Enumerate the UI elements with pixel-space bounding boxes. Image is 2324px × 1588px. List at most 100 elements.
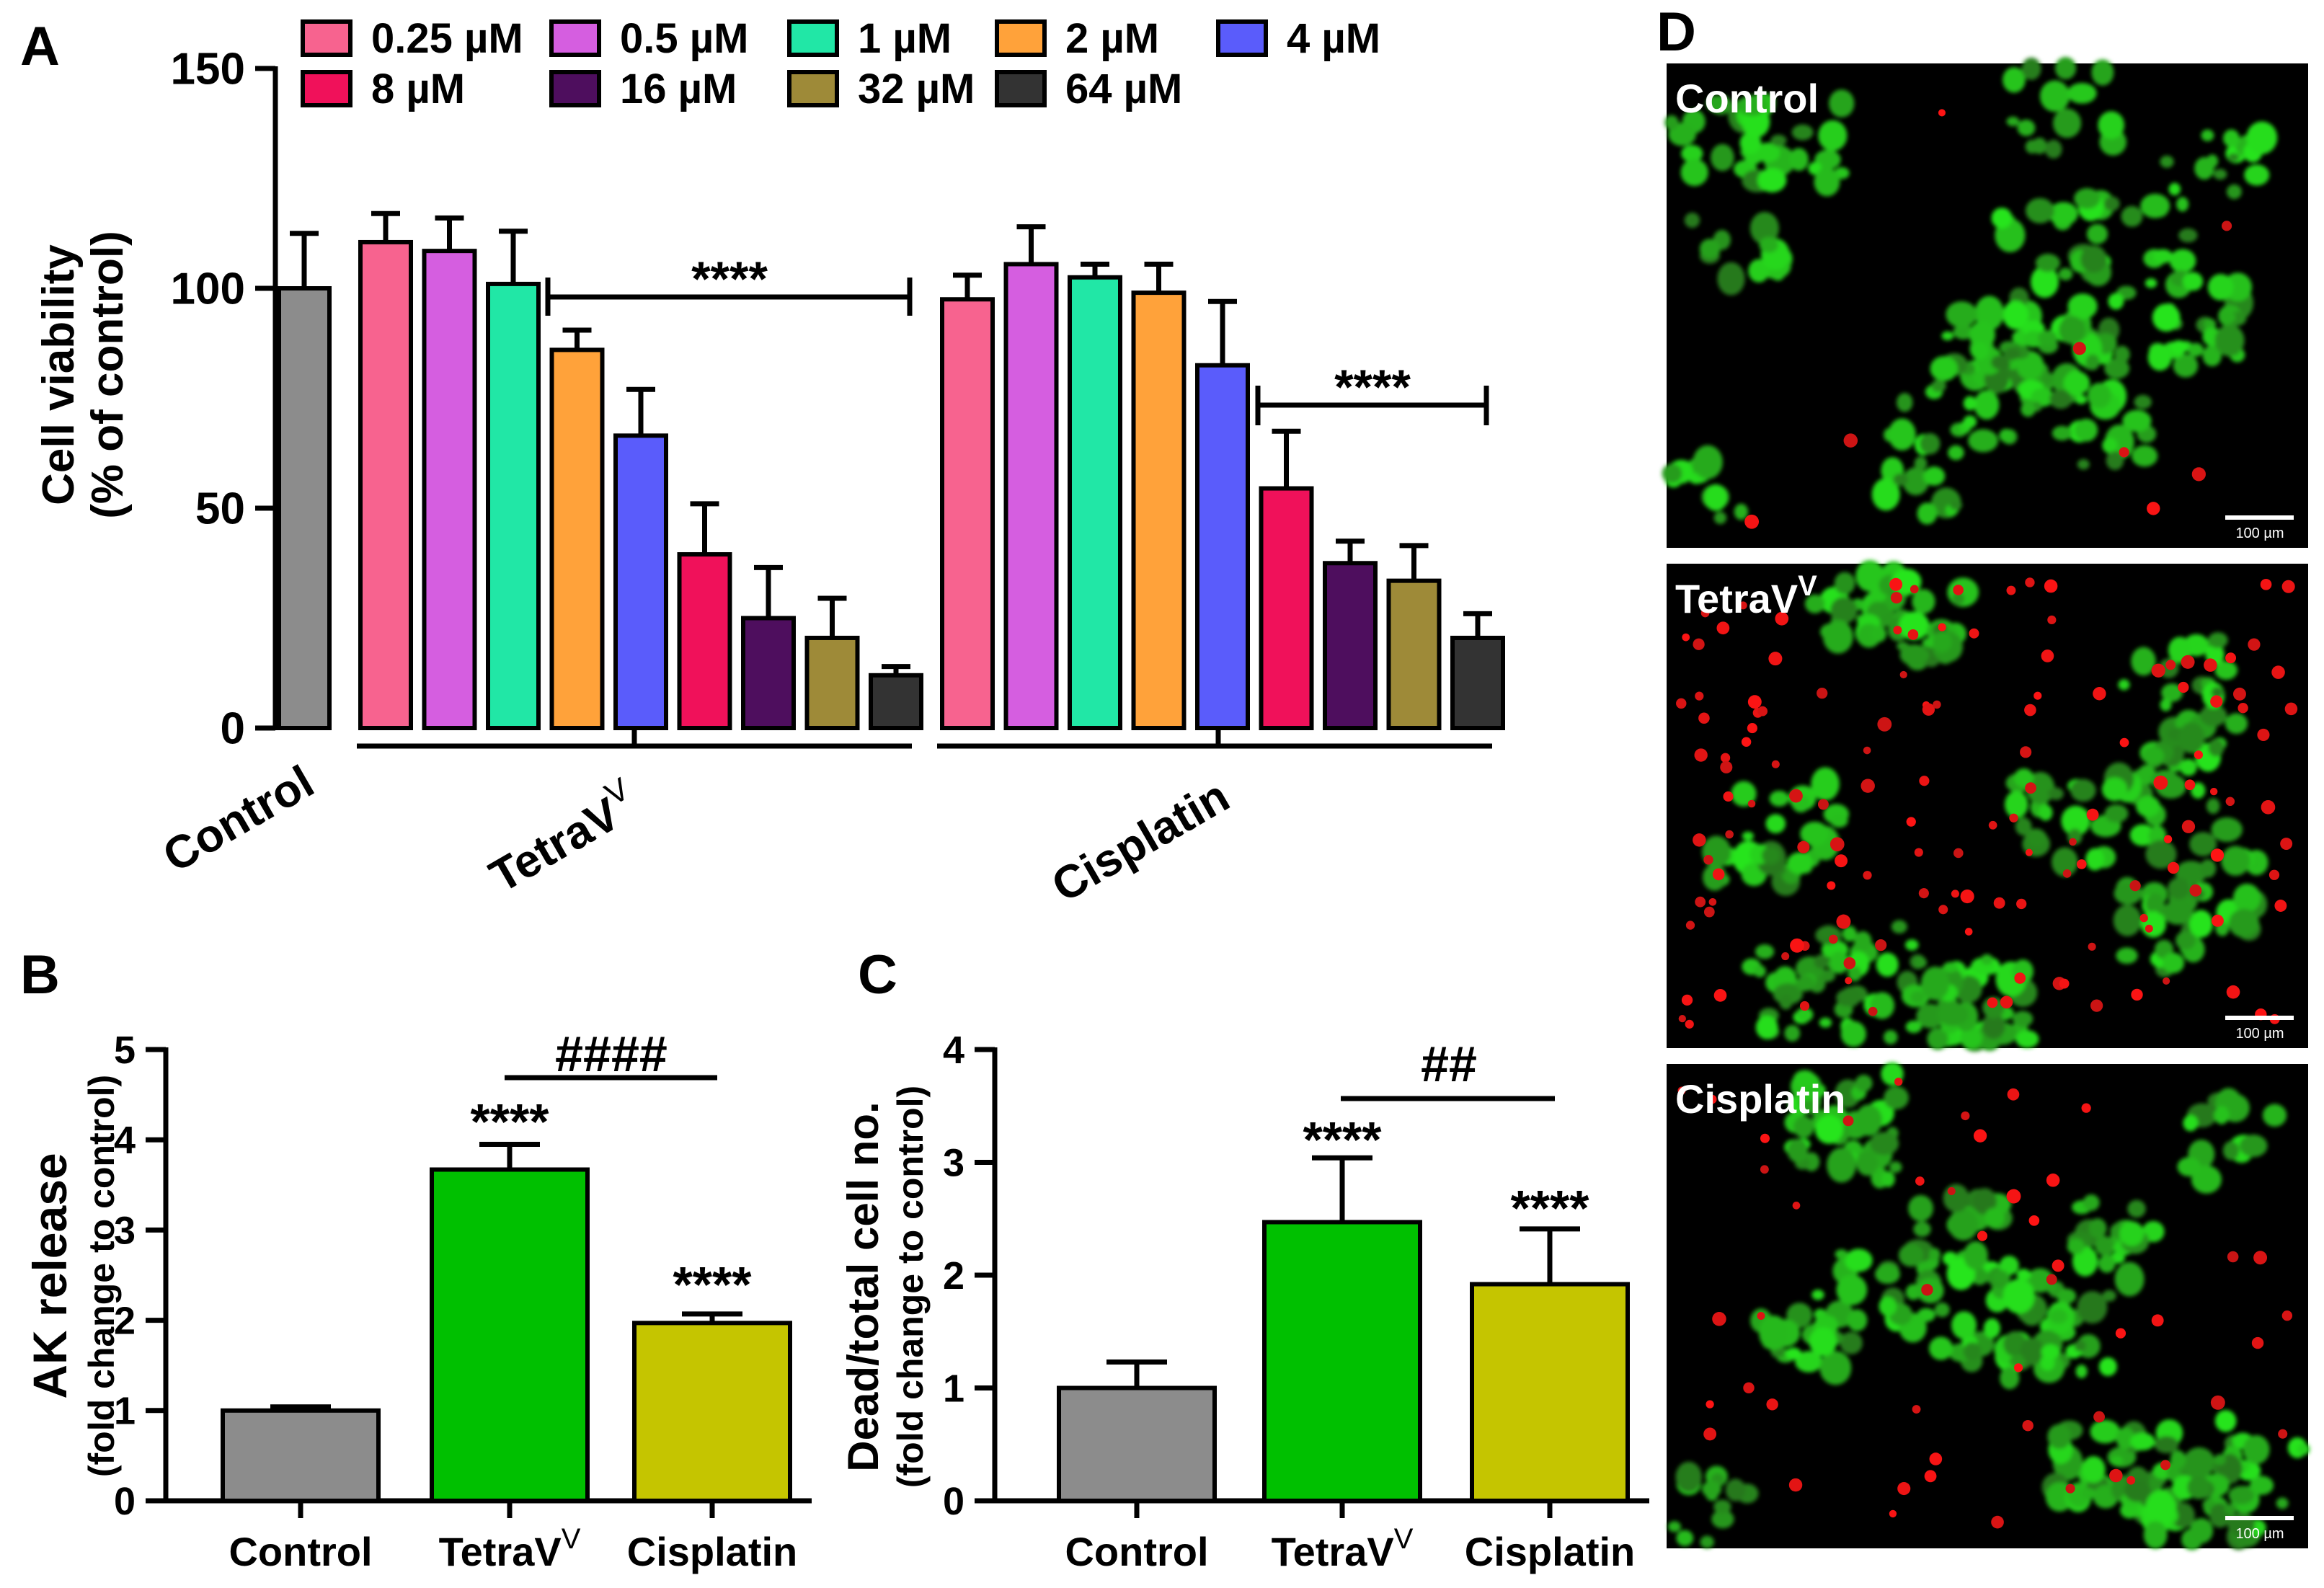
red-cell <box>2013 1363 2023 1372</box>
green-cell <box>2114 1261 2145 1297</box>
green-cell <box>2122 409 2152 433</box>
panel-a-legend: 0.25 µM 0.5 µM 1 µM 2 µM 4 µM 8 µM 16 µM 32 µM 6… <box>301 15 1380 112</box>
green-cell <box>2177 1157 2201 1176</box>
green-cell <box>2187 1476 2211 1499</box>
green-cell <box>2098 111 2125 139</box>
green-cell <box>2039 80 2070 112</box>
legend-label: 8 µM <box>371 66 465 112</box>
red-cell <box>1969 628 1979 639</box>
green-cell <box>1755 944 1775 959</box>
a-y-tick-label: 100 <box>171 265 245 314</box>
red-cell <box>1843 957 1856 970</box>
green-cell <box>2162 952 2185 974</box>
green-cell <box>1902 467 1929 496</box>
red-cell <box>1788 1478 1803 1492</box>
red-cell <box>2163 835 2173 843</box>
green-cell <box>1953 324 1974 340</box>
red-cell <box>2007 1088 2020 1101</box>
green-cell <box>2140 193 2170 218</box>
panel-a-y-axis: 0 50 100 150 <box>171 45 278 754</box>
green-cell <box>1875 1264 1900 1285</box>
red-cell <box>1906 817 1916 827</box>
red-cell <box>2281 1310 2293 1321</box>
green-cell <box>2180 758 2197 776</box>
red-cell <box>1725 830 1734 839</box>
red-cell <box>1830 837 1845 852</box>
green-cell <box>1784 1024 1801 1042</box>
green-cell <box>1755 1015 1778 1039</box>
green-cell <box>2074 187 2101 209</box>
panel-a-ylabel-main: Cell viability <box>34 244 84 505</box>
green-cell <box>2201 129 2214 142</box>
green-cell <box>2188 342 2204 357</box>
green-cell <box>1796 1007 1814 1022</box>
red-cell <box>2025 577 2035 587</box>
green-cell <box>1829 89 1855 117</box>
green-cell <box>2145 840 2177 869</box>
cisplatin-significance-stars: **** <box>1334 360 1411 414</box>
green-cell <box>1948 445 1964 461</box>
green-cell <box>2208 632 2228 649</box>
red-cell <box>2086 808 2099 821</box>
red-cell <box>2139 913 2148 923</box>
green-cell <box>1916 1003 1945 1029</box>
green-cell <box>2058 316 2086 345</box>
b-y-tick-label: 5 <box>114 1029 136 1072</box>
green-cell <box>1819 1017 1832 1028</box>
green-cell <box>1814 954 1829 970</box>
green-cell <box>1842 926 1857 942</box>
green-cell <box>1964 1241 1988 1270</box>
green-cell <box>2104 804 2129 823</box>
red-cell <box>1720 760 1733 773</box>
red-cell <box>2227 1251 2239 1263</box>
green-cell <box>1717 262 1745 296</box>
green-cell <box>2003 66 2026 93</box>
red-cell <box>1988 820 1997 830</box>
red-cell <box>2072 342 2086 355</box>
green-cell <box>2006 116 2020 127</box>
green-cell <box>2168 877 2191 900</box>
legend-label: 16 µM <box>620 66 737 112</box>
green-cell <box>1836 1274 1868 1305</box>
red-cell <box>2119 447 2129 458</box>
green-cell <box>1830 814 1848 828</box>
panel-c-x-labels: Control TetraVV Cisplatin <box>1065 1523 1635 1574</box>
red-cell <box>2076 859 2087 869</box>
bar-cisplatin <box>1323 561 1378 730</box>
green-cell <box>2154 1436 2179 1454</box>
bar-tetra <box>549 347 605 730</box>
green-cell <box>1898 1243 1924 1267</box>
green-cell <box>2262 1104 2287 1127</box>
green-cell <box>2199 859 2217 878</box>
red-cell <box>1953 585 1964 595</box>
green-cell <box>2015 817 2032 836</box>
red-cell <box>1961 1111 1970 1121</box>
red-cell <box>1720 753 1731 763</box>
bar-cisplatin <box>1450 635 1505 731</box>
green-cell <box>2207 273 2234 301</box>
green-cell <box>2104 358 2130 379</box>
green-cell <box>2021 402 2036 417</box>
green-cell <box>1748 259 1770 283</box>
green-cell <box>2225 713 2248 735</box>
green-cell <box>2134 394 2152 409</box>
green-cell <box>1796 975 1814 992</box>
red-cell <box>2210 1395 2225 1410</box>
c-y-tick-label: 2 <box>943 1254 964 1298</box>
red-cell <box>2016 898 2027 910</box>
panel-b-bars <box>164 1141 812 1518</box>
green-cell <box>1927 1027 1948 1050</box>
green-cell <box>2016 1269 2031 1281</box>
green-cell <box>2012 1011 2034 1027</box>
green-cell <box>2131 647 2156 676</box>
panel-c-y-axis: 0 1 2 3 4 <box>943 1029 998 1523</box>
green-cell <box>2061 805 2090 836</box>
panel-a-bars <box>277 210 1505 731</box>
green-cell <box>1982 1013 2005 1039</box>
bar-cisplatin <box>1131 290 1187 731</box>
panel-c-letter: C <box>858 944 897 1006</box>
green-cell <box>2045 139 2062 159</box>
green-cell <box>1912 589 1935 614</box>
legend-swatch <box>787 19 839 57</box>
red-cell <box>2257 728 2270 742</box>
